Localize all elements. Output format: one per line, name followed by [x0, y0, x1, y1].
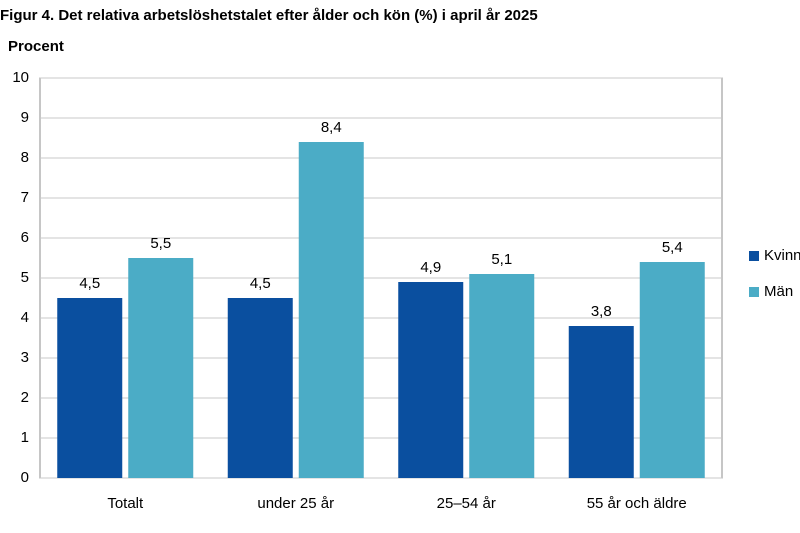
data-label: 8,4 — [321, 119, 342, 136]
y-tick-label: 3 — [21, 349, 29, 366]
x-tick-label: Totalt — [107, 495, 144, 512]
y-tick-label: 5 — [21, 269, 29, 286]
data-label: 4,5 — [250, 275, 271, 292]
x-tick-label: 55 år och äldre — [587, 495, 687, 512]
legend-label: Kvinnor — [764, 247, 800, 264]
bar — [57, 298, 123, 478]
legend-swatch — [749, 251, 759, 261]
y-tick-label: 8 — [21, 149, 29, 166]
x-tick-label: under 25 år — [257, 495, 334, 512]
bar — [639, 262, 705, 478]
legend-label: Män — [764, 283, 793, 300]
chart-title: Figur 4. Det relativa arbetslöshetstalet… — [0, 7, 538, 24]
bar — [469, 274, 535, 478]
x-tick-label: 25–54 år — [437, 495, 496, 512]
y-tick-label: 4 — [21, 309, 29, 326]
y-tick-label: 0 — [21, 469, 29, 486]
data-label: 5,1 — [491, 251, 512, 268]
data-label: 4,5 — [79, 275, 100, 292]
data-label: 3,8 — [591, 303, 612, 320]
y-tick-label: 9 — [21, 109, 29, 126]
bar — [227, 298, 293, 478]
data-label: 4,9 — [420, 259, 441, 276]
bar — [298, 142, 364, 478]
legend-swatch — [749, 287, 759, 297]
bar — [398, 282, 464, 478]
bar — [128, 258, 194, 478]
data-label: 5,4 — [662, 239, 683, 256]
data-label: 5,5 — [150, 235, 171, 252]
y-tick-label: 6 — [21, 229, 29, 246]
y-tick-label: 1 — [21, 429, 29, 446]
y-axis-label: Procent — [8, 38, 64, 55]
y-tick-label: 10 — [12, 69, 29, 86]
y-tick-label: 2 — [21, 389, 29, 406]
bar — [568, 326, 634, 478]
y-tick-label: 7 — [21, 189, 29, 206]
